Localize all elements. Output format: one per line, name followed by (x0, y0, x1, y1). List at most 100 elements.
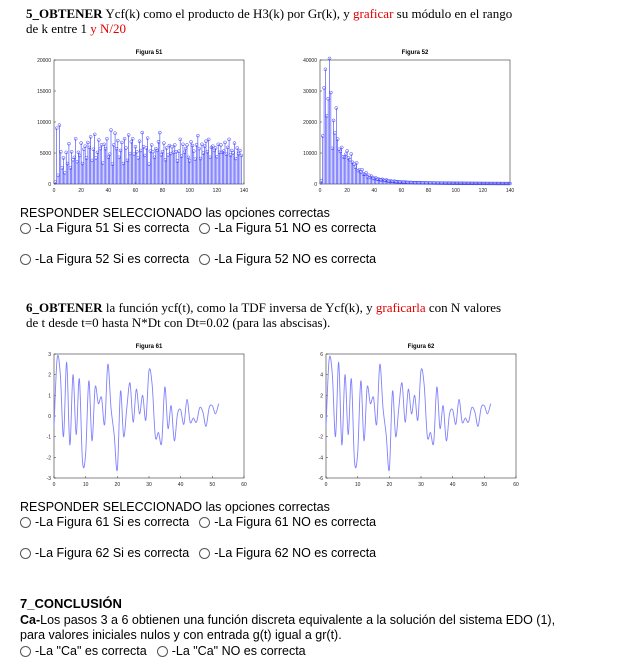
option-ca-yes[interactable]: -La "Ca" es correcta (20, 644, 147, 658)
data-point (79, 141, 83, 145)
radio-button[interactable] (199, 253, 211, 265)
data-point (219, 143, 223, 147)
data-point (451, 181, 455, 185)
data-point (429, 181, 434, 185)
y-tick-label: 2 (48, 373, 51, 379)
x-tick-label: 0 (325, 482, 328, 488)
data-point (189, 140, 193, 144)
data-point (61, 156, 66, 160)
data-point (109, 128, 113, 132)
y-tick-label: -2 (47, 455, 52, 461)
data-point (405, 180, 409, 185)
y-tick-label: -2 (319, 435, 324, 441)
data-point (345, 149, 349, 153)
data-point (413, 180, 417, 185)
data-point (433, 181, 438, 185)
figura-62-chart: Figura 62 0 10 20 30 40 50 60 -6 -4 -2 0 2 4 6 (319, 344, 519, 488)
x-tick-label: 40 (450, 482, 456, 488)
q6-heading: 6_OBTENER (26, 300, 103, 315)
data-point (239, 153, 244, 158)
q6-statement: 6_OBTENER la función ycf(t), como la TDF… (26, 300, 502, 330)
plot-area (53, 59, 245, 185)
option-fig51-yes[interactable]: -La Figura 51 Si es correcta (20, 221, 189, 235)
option-fig52-yes[interactable]: -La Figura 52 Si es correcta (20, 252, 189, 266)
y-tick-label: 10000 (37, 120, 51, 126)
data-point (64, 150, 68, 155)
data-point (137, 139, 142, 143)
radio-button[interactable] (20, 516, 31, 528)
radio-button[interactable] (20, 645, 31, 657)
y-tick-label: -6 (319, 476, 324, 482)
option-fig62-no[interactable]: -La Figura 62 NO es correcta (199, 546, 376, 560)
data-point (88, 135, 93, 139)
x-tick-label: 10 (355, 482, 361, 488)
radio-button[interactable] (20, 222, 31, 234)
y-tick-label: 0 (48, 182, 51, 188)
q5-heading: 5_OBTENER (26, 6, 103, 21)
data-point (145, 136, 150, 140)
figura-51-chart: Figura 51 0 20 40 60 80 100 120 140 0 5000 10000 150… (37, 50, 248, 194)
data-point (327, 56, 332, 61)
data-point (323, 67, 328, 72)
radio-button[interactable] (199, 547, 211, 559)
data-point (54, 126, 59, 130)
y-tick-label: 40000 (303, 58, 317, 64)
x-tick-label: 20 (344, 188, 350, 194)
data-point (463, 181, 467, 186)
y-tick-label: -1 (47, 435, 52, 441)
data-point (491, 181, 496, 186)
radio-button[interactable] (20, 547, 31, 559)
data-point (223, 140, 227, 145)
x-tick-label: 40 (372, 188, 378, 194)
data-point (334, 106, 339, 110)
option-fig51-no[interactable]: -La Figura 51 NO es correcta (199, 221, 376, 235)
data-point (92, 132, 97, 137)
data-point (206, 137, 211, 142)
data-point (97, 138, 101, 142)
data-point (426, 181, 431, 185)
x-tick-label: 140 (506, 188, 515, 194)
x-tick-label: 50 (210, 482, 216, 488)
radio-button[interactable] (20, 253, 31, 265)
data-point (57, 123, 62, 127)
data-point (86, 140, 90, 145)
data-point (120, 140, 124, 145)
option-fig62-yes[interactable]: -La Figura 62 Si es correcta (20, 546, 189, 560)
chart-title: Figura 62 (408, 344, 435, 350)
data-point (170, 145, 174, 149)
option-ca-no[interactable]: -La "Ca" NO es correcta (156, 644, 306, 658)
data-point (102, 142, 106, 147)
data-point (417, 180, 421, 185)
x-tick-label: 0 (319, 188, 322, 194)
q5-responder-label: RESPONDER SELECCIONADO las opciones corr… (20, 206, 330, 220)
q7-title: 7_CONCLUSIÓN (20, 596, 122, 611)
data-point (133, 145, 138, 149)
y-tick-label: 20000 (303, 120, 317, 126)
data-point (130, 136, 135, 141)
data-point (331, 118, 336, 123)
data-point (339, 145, 344, 150)
option-fig61-yes[interactable]: -La Figura 61 Si es correcta (20, 515, 189, 529)
y-tick-label: 20000 (37, 58, 51, 64)
y-tick-label: -3 (47, 476, 52, 482)
option-fig61-no[interactable]: -La Figura 61 NO es correcta (199, 515, 376, 529)
option-fig52-no[interactable]: -La Figura 52 NO es correcta (199, 252, 376, 266)
x-tick-label: 40 (106, 188, 112, 194)
data-point (197, 146, 201, 151)
data-point (424, 181, 428, 185)
radio-button[interactable] (156, 645, 168, 657)
y-tick-label: 2 (320, 393, 323, 399)
data-point (478, 181, 482, 186)
data-point (122, 136, 127, 141)
data-point (200, 142, 204, 147)
radio-button[interactable] (199, 516, 211, 528)
x-tick-label: 120 (213, 188, 222, 194)
data-point (390, 179, 394, 184)
y-tick-label: 0 (314, 182, 317, 188)
data-point (186, 155, 191, 160)
data-point (410, 180, 415, 185)
radio-button[interactable] (199, 222, 211, 234)
data-point (418, 181, 423, 185)
x-tick-label: 100 (452, 188, 461, 194)
data-point (411, 180, 416, 185)
